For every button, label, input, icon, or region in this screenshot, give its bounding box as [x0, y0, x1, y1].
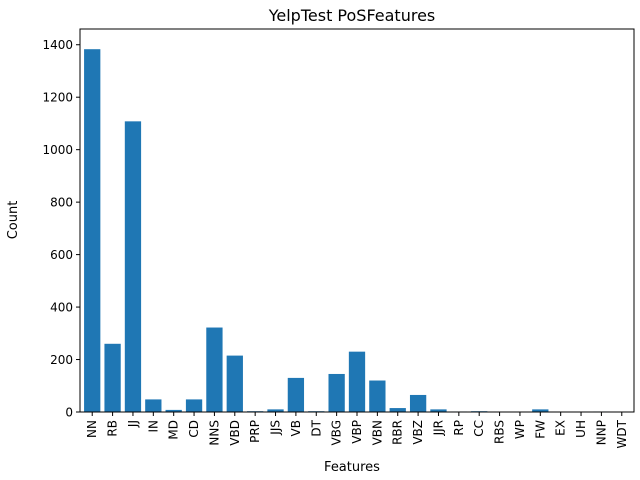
x-tick-label: PRP [248, 420, 262, 443]
x-tick-label: RBS [493, 420, 507, 444]
x-tick-label: JJR [431, 420, 445, 436]
x-tick-label: JJ [126, 420, 140, 428]
bar-vbd [226, 355, 243, 412]
y-axis-label: Count [6, 201, 21, 240]
x-tick-label: CC [472, 420, 486, 437]
y-axis-ticks: 0 200 400 600 800 1000 1200 1400 [42, 38, 80, 420]
bar-vbn [369, 380, 386, 412]
bar-rbr [389, 408, 406, 412]
x-tick-label: VBZ [411, 420, 425, 445]
y-tick-label: 0 [65, 406, 73, 420]
chart-title: YelpTest PoSFeatures [268, 6, 436, 25]
x-axis-ticks: NN RB JJ IN MD CD NNS VBD PRP JJS VB DT VBG VBP VBN RBR… [85, 412, 629, 448]
bar-md [165, 409, 182, 412]
x-tick-label: RP [452, 420, 466, 436]
bar-jj [124, 121, 142, 412]
x-tick-label: UH [574, 420, 588, 438]
bar-jjs [267, 409, 284, 412]
y-tick-label: 400 [50, 301, 73, 315]
bar-nn [84, 49, 101, 412]
x-tick-label: VBD [228, 420, 242, 446]
x-tick-label: IN [146, 420, 160, 433]
x-tick-label: MD [167, 420, 181, 440]
x-tick-label: DT [309, 419, 323, 436]
x-tick-label: NN [85, 420, 99, 438]
bar-in [145, 399, 162, 412]
x-axis-label: Features [324, 460, 380, 475]
y-tick-label: 1400 [42, 38, 73, 52]
x-tick-label: CD [187, 420, 201, 438]
bar-rb [104, 343, 121, 412]
x-tick-label: NNP [594, 420, 608, 445]
x-tick-label: VBG [330, 420, 344, 446]
y-tick-label: 600 [50, 248, 73, 262]
y-tick-label: 1200 [42, 91, 73, 105]
x-tick-label: JJS [269, 420, 283, 436]
bar-vb [287, 377, 305, 412]
bar-vbg [328, 373, 345, 412]
x-tick-label: VB [289, 420, 303, 436]
y-tick-label: 1000 [42, 143, 73, 157]
x-tick-label: RBR [391, 420, 405, 445]
bars-group [84, 49, 610, 412]
plot-frame [79, 28, 635, 413]
bar-jjr [430, 409, 447, 412]
bar-vbp [348, 351, 366, 412]
bar-nns [206, 327, 223, 412]
x-tick-label: WDT [615, 419, 629, 448]
x-tick-label: RB [106, 420, 120, 437]
y-tick-label: 800 [50, 196, 73, 210]
x-tick-label: FW [533, 420, 547, 439]
bar-fw [532, 409, 549, 412]
x-tick-label: WP [513, 420, 527, 439]
bar-vbz [409, 394, 427, 412]
x-tick-label: VBN [370, 420, 384, 445]
y-tick-label: 200 [50, 353, 73, 367]
bar-cd [185, 399, 203, 412]
x-tick-label: NNS [207, 420, 221, 446]
x-tick-label: VBP [350, 420, 364, 444]
x-tick-label: EX [554, 420, 568, 436]
